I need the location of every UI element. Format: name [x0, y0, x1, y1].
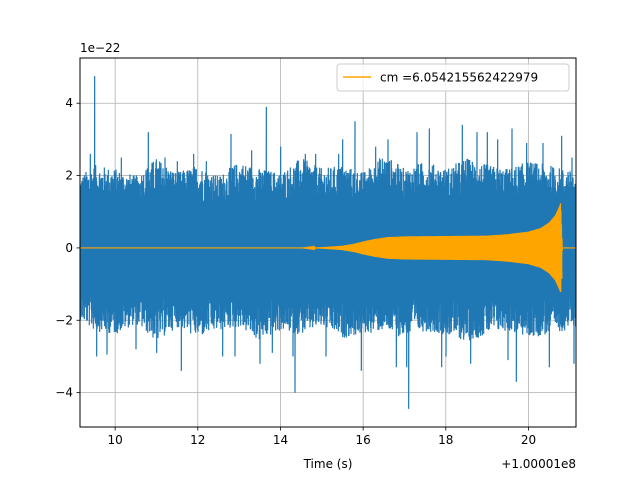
x-tick-label: 10 — [107, 433, 122, 447]
plot-area — [80, 76, 576, 409]
legend: cm =6.054215562422979 — [336, 63, 570, 92]
y-tick-label: 4 — [65, 96, 73, 110]
x-tick-label: 20 — [521, 433, 536, 447]
y-scale-label: 1e−22 — [80, 41, 120, 55]
x-tick-label: 14 — [273, 433, 288, 447]
y-tick-label: −2 — [55, 313, 73, 327]
x-axis: 10 12 14 16 18 20 — [107, 427, 536, 447]
y-axis: −4 −2 0 2 4 — [55, 96, 80, 400]
x-tick-label: 16 — [355, 433, 370, 447]
y-tick-label: 0 — [65, 241, 73, 255]
series-chirp-line — [80, 203, 576, 292]
x-tick-label: 18 — [438, 433, 453, 447]
series-noise-line — [80, 76, 576, 409]
y-tick-label: 2 — [65, 169, 73, 183]
legend-label-chirp: cm =6.054215562422979 — [380, 71, 538, 85]
axes-frame — [79, 57, 577, 428]
x-offset-label: +1.00001e8 — [501, 457, 576, 471]
x-tick-label: 12 — [190, 433, 205, 447]
x-axis-label: Time (s) — [303, 457, 353, 471]
y-tick-label: −4 — [55, 386, 73, 400]
legend-box — [336, 63, 570, 92]
